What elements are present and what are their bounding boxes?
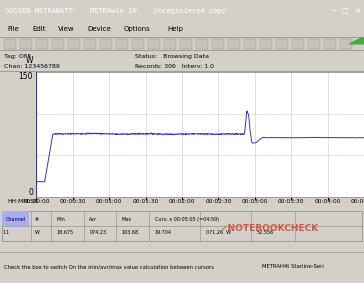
Text: 52.556: 52.556	[257, 230, 274, 235]
Bar	[244, 39, 256, 49]
Bar	[84, 39, 96, 49]
Text: GOSSEN METRAWATT    METRAwin 10    Unregistered copy: GOSSEN METRAWATT METRAwin 10 Unregistere…	[5, 8, 226, 14]
Text: 19.704: 19.704	[155, 230, 172, 235]
Text: 103.68: 103.68	[122, 230, 139, 235]
Text: Options: Options	[124, 26, 151, 32]
Text: METRAH4t Starline-Seri: METRAH4t Starline-Seri	[262, 264, 324, 269]
Text: Avr: Avr	[89, 217, 97, 222]
Text: 074.23: 074.23	[89, 230, 106, 235]
Text: Check the box to switch On the min/avr/max value calculation between cursors: Check the box to switch On the min/avr/m…	[4, 264, 214, 269]
Bar	[2, 211, 29, 226]
Bar	[148, 39, 160, 49]
Text: Records: 306   Interv: 1.0: Records: 306 Interv: 1.0	[135, 64, 214, 69]
Text: 00:01:30: 00:01:30	[132, 199, 159, 204]
Bar	[228, 39, 240, 49]
Text: 1: 1	[3, 230, 6, 235]
Text: 18.675: 18.675	[56, 230, 74, 235]
Bar	[100, 39, 112, 49]
Text: View: View	[58, 26, 75, 32]
Bar	[324, 39, 336, 49]
Text: ✓NOTEBOOKCHECK: ✓NOTEBOOKCHECK	[220, 224, 318, 233]
Text: 00:02:30: 00:02:30	[205, 199, 232, 204]
Bar	[340, 39, 352, 49]
Text: 00:04:30: 00:04:30	[351, 199, 364, 204]
Text: File: File	[7, 26, 19, 32]
Text: 0: 0	[28, 188, 33, 197]
Bar	[36, 39, 48, 49]
Text: 00:03:30: 00:03:30	[278, 199, 304, 204]
Text: Channel: Channel	[5, 217, 25, 222]
Text: W: W	[25, 56, 33, 65]
Text: ─   □   ✕: ─ □ ✕	[331, 8, 361, 14]
Text: #: #	[35, 217, 39, 222]
Bar	[132, 39, 144, 49]
Text: Chan: 123456789: Chan: 123456789	[4, 64, 60, 69]
Bar	[52, 39, 64, 49]
Bar	[68, 39, 80, 49]
Bar	[20, 39, 32, 49]
Bar	[196, 39, 208, 49]
Text: Edit: Edit	[33, 26, 46, 32]
Bar	[276, 39, 288, 49]
Text: W: W	[35, 230, 39, 235]
Text: HH:MM:SS: HH:MM:SS	[7, 199, 37, 204]
Text: 00:01:00: 00:01:00	[96, 199, 122, 204]
Text: Status:   Browsing Data: Status: Browsing Data	[135, 54, 209, 59]
Bar	[308, 39, 320, 49]
Bar	[260, 39, 272, 49]
Text: Min: Min	[56, 217, 65, 222]
Bar	[4, 39, 16, 49]
Text: Tag: OFF: Tag: OFF	[4, 54, 31, 59]
Text: 00:00:30: 00:00:30	[60, 199, 86, 204]
Text: Max: Max	[122, 217, 132, 222]
Text: Curs: x 00:05:05 (=04:59): Curs: x 00:05:05 (=04:59)	[155, 217, 219, 222]
Bar	[180, 39, 192, 49]
Bar	[116, 39, 128, 49]
Text: Device: Device	[87, 26, 111, 32]
Text: 00:00:00: 00:00:00	[23, 199, 50, 204]
Text: 150: 150	[19, 72, 33, 81]
Text: 071.26  W: 071.26 W	[206, 230, 231, 235]
Text: 00:02:00: 00:02:00	[169, 199, 195, 204]
Text: 00:03:00: 00:03:00	[242, 199, 268, 204]
Bar	[292, 39, 304, 49]
Text: 1: 1	[5, 230, 9, 235]
Polygon shape	[349, 37, 364, 44]
Bar	[212, 39, 224, 49]
Text: Help: Help	[167, 26, 183, 32]
Text: 00:04:00: 00:04:00	[314, 199, 341, 204]
Bar	[164, 39, 176, 49]
